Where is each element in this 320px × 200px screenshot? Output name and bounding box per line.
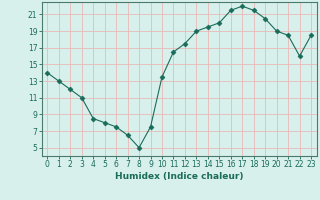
X-axis label: Humidex (Indice chaleur): Humidex (Indice chaleur) [115, 172, 244, 181]
